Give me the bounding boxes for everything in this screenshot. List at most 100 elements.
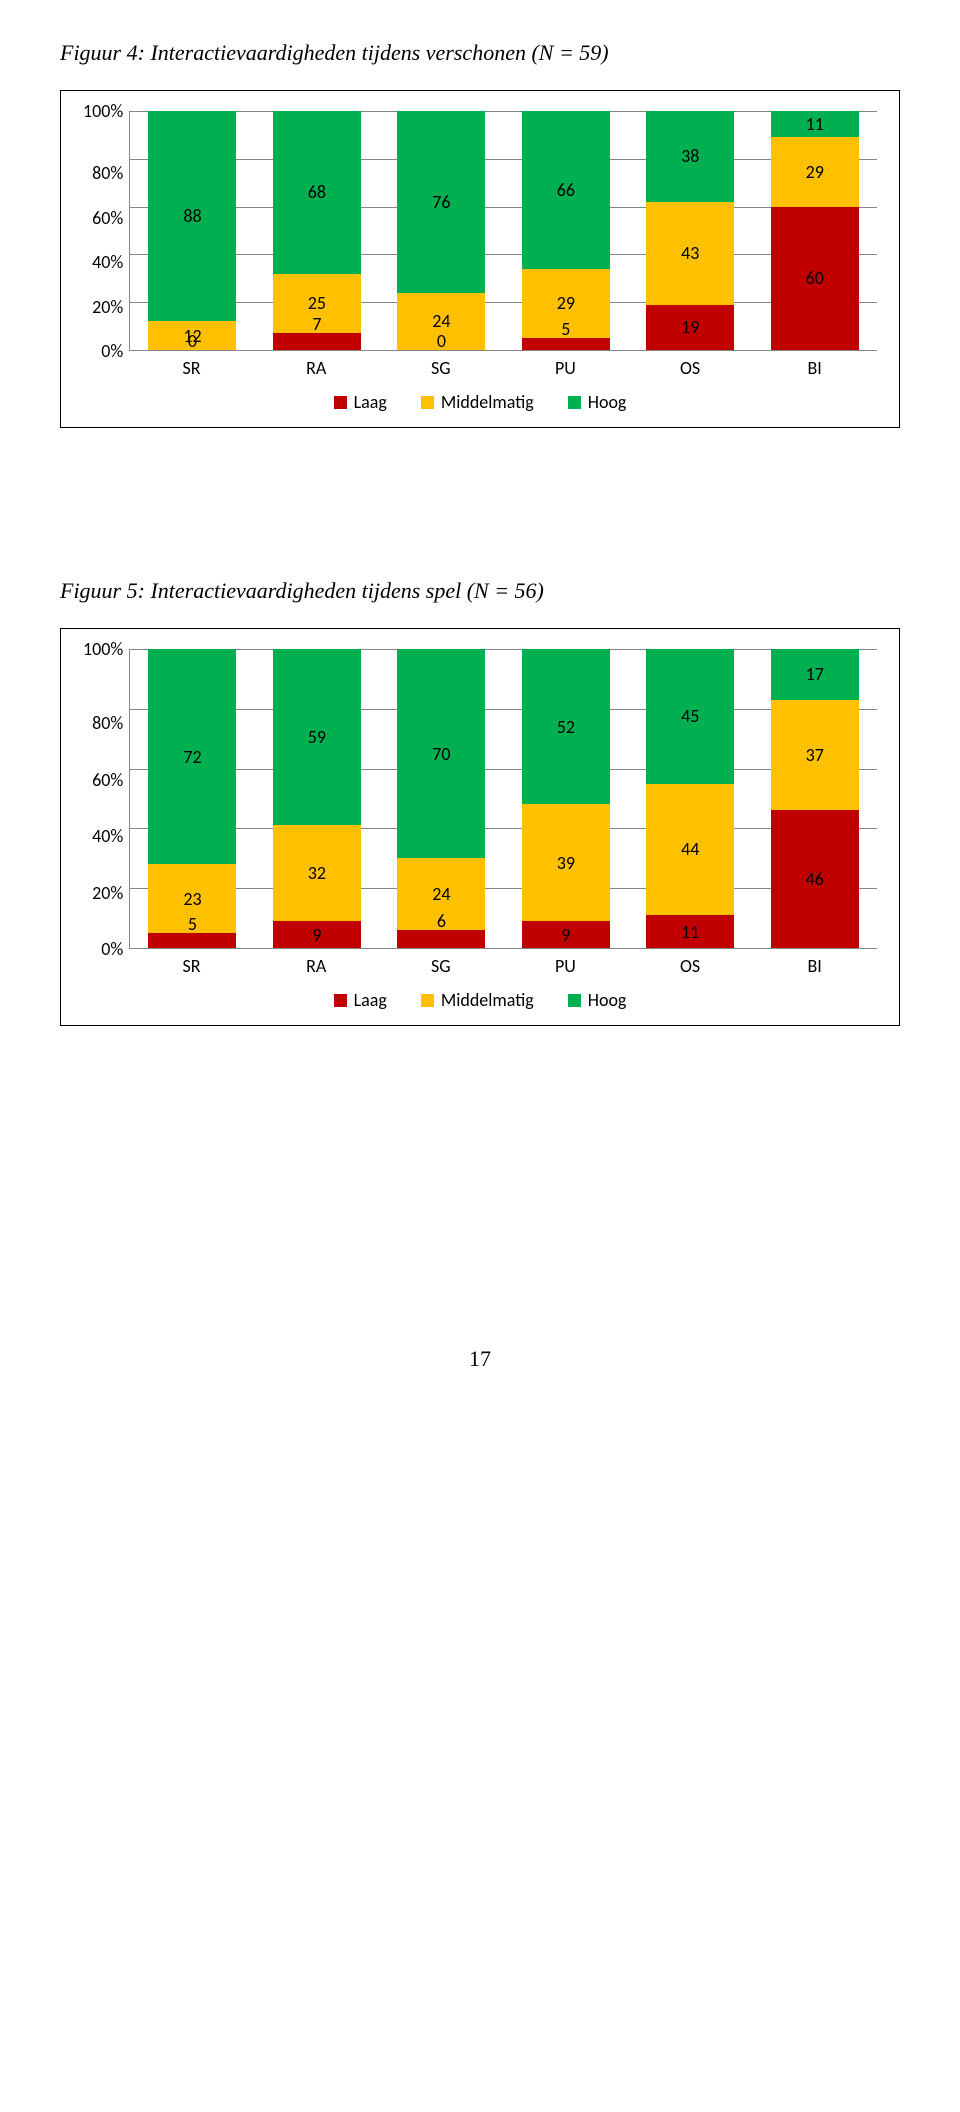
bars-container: 72235593297024652399454411173746: [130, 649, 877, 948]
bar-column: 454411: [646, 649, 734, 948]
bar-segment-label: 76: [432, 193, 450, 211]
bar-segment-label: 68: [308, 183, 326, 201]
bar-segment-label: 60: [806, 269, 824, 287]
legend-label: Laag: [354, 391, 387, 413]
x-category-label: BI: [771, 357, 859, 379]
bar-column: 76240: [397, 111, 485, 350]
figure5-plot: 72235593297024652399454411173746: [129, 649, 877, 949]
stacked-bar: 72235: [148, 649, 236, 948]
bar-segment-hoog: 68: [273, 111, 361, 274]
figure4-chart-row: 100% 80% 60% 40% 20% 0% 88120 68 25 7 76240 6…: [83, 111, 877, 379]
bar-column: 70 24 6: [397, 649, 485, 948]
bar-column: 59329: [273, 649, 361, 948]
x-category-label: OS: [646, 955, 734, 977]
stacked-bar: 1737 46: [771, 649, 859, 948]
figure5-plot-wrap: 72235593297024652399454411173746 SRRASGP…: [129, 649, 877, 977]
bar-column: 72235: [148, 649, 236, 948]
bar-segment-label: 88: [183, 207, 201, 225]
figure-gap: [60, 428, 900, 578]
bar-segment-label: 44: [681, 840, 699, 858]
bar-segment-mid: 43: [646, 202, 734, 305]
legend-label: Middelmatig: [441, 989, 534, 1011]
bar-segment-laag: 6: [397, 930, 485, 948]
bar-segment-label: 38: [681, 147, 699, 165]
y-tick: 20%: [92, 884, 123, 902]
stacked-bar: 52 39 9: [522, 649, 610, 948]
bar-segment-mid: 29: [771, 137, 859, 206]
stacked-bar: 38 4319: [646, 111, 734, 350]
bar-segment-label: 52: [557, 718, 575, 736]
bar-segment-label: 39: [557, 854, 575, 872]
bar-segment-hoog: 76: [397, 111, 485, 293]
figure4-plot: 88120 68 25 7 76240 66295 38 4319 11 29 60: [129, 111, 877, 351]
figure5-chart-row: 100% 80% 60% 40% 20% 0% 7223559329702465…: [83, 649, 877, 977]
legend-label: Laag: [354, 989, 387, 1011]
x-category-label: BI: [771, 955, 859, 977]
bar-segment-mid: 39: [522, 804, 610, 921]
bar-column: 52 39 9: [522, 649, 610, 948]
stacked-bar: 76240: [397, 111, 485, 350]
bar-segment-hoog: 17: [771, 649, 859, 700]
swatch-hoog: [568, 994, 581, 1007]
legend-item-hoog: Hoog: [568, 989, 627, 1011]
stacked-bar: 68 25 7: [273, 111, 361, 350]
bar-column: 38 4319: [646, 111, 734, 350]
bar-segment-label: 70: [432, 745, 450, 763]
figure5-caption: Figuur 5: Interactievaardigheden tijdens…: [60, 578, 900, 604]
bar-column: 88120: [148, 111, 236, 350]
figure4-plot-wrap: 88120682577624066295384319112960 SRRASGP…: [129, 111, 877, 379]
bar-segment-label: 24: [432, 885, 450, 903]
page-number: 17: [60, 1346, 900, 1372]
swatch-laag: [334, 994, 347, 1007]
y-tick: 100%: [83, 640, 123, 658]
figure4-y-axis: 100% 80% 60% 40% 20% 0%: [83, 111, 129, 351]
bar-segment-label: 5: [188, 915, 197, 933]
bar-segment-mid: 37: [771, 700, 859, 811]
stacked-bar: 88120: [148, 111, 236, 350]
bar-segment-label: 7: [312, 315, 321, 333]
bar-segment-laag: 46: [771, 810, 859, 948]
bar-segment-mid: 44: [646, 784, 734, 916]
bar-segment-label: 29: [806, 163, 824, 181]
y-tick: 20%: [92, 298, 123, 316]
bar-segment-mid: 32: [273, 825, 361, 921]
x-category-label: SR: [148, 357, 236, 379]
bar-segment-laag: 11: [646, 915, 734, 948]
legend-label: Middelmatig: [441, 391, 534, 413]
bars-container: 88120 68 25 7 76240 66295 38 4319 11 29 60: [130, 111, 877, 350]
x-category-label: RA: [272, 955, 360, 977]
bar-segment-hoog: 66: [522, 111, 610, 269]
bar-segment-label: 72: [183, 748, 201, 766]
bar-segment-label: 46: [806, 870, 824, 888]
bar-segment-label: 0: [188, 332, 197, 350]
bar-column: 11 29 60: [771, 111, 859, 350]
y-tick: 0%: [101, 342, 123, 360]
swatch-mid: [421, 994, 434, 1007]
x-category-label: RA: [272, 357, 360, 379]
y-tick: 100%: [83, 102, 123, 120]
bar-segment-label: 25: [308, 294, 326, 312]
y-tick: 80%: [92, 714, 123, 732]
bar-segment-hoog: 52: [522, 649, 610, 804]
bar-segment-laag: 19: [646, 305, 734, 350]
figure4-legend: Laag Middelmatig Hoog: [83, 391, 877, 413]
bar-segment-label: 11: [806, 115, 824, 133]
x-category-label: PU: [521, 955, 609, 977]
figure4-chart: 100% 80% 60% 40% 20% 0% 88120 68 25 7 76240 6…: [60, 90, 900, 428]
bar-column: 66295: [522, 111, 610, 350]
bar-segment-hoog: 11: [771, 111, 859, 137]
bar-column: 68 25 7: [273, 111, 361, 350]
bar-segment-laag: 9: [273, 921, 361, 948]
x-category-label: OS: [646, 357, 734, 379]
x-category-label: PU: [521, 357, 609, 379]
bar-segment-laag: 9: [522, 921, 610, 948]
y-tick: 0%: [101, 940, 123, 958]
figure5-legend: Laag Middelmatig Hoog: [83, 989, 877, 1011]
legend-label: Hoog: [588, 989, 627, 1011]
y-tick: 60%: [92, 209, 123, 227]
page: Figuur 4: Interactievaardigheden tijdens…: [0, 0, 960, 1432]
bar-segment-label: 32: [308, 864, 326, 882]
bar-segment-laag: 5: [148, 933, 236, 948]
bar-segment-hoog: 70: [397, 649, 485, 858]
swatch-laag: [334, 396, 347, 409]
